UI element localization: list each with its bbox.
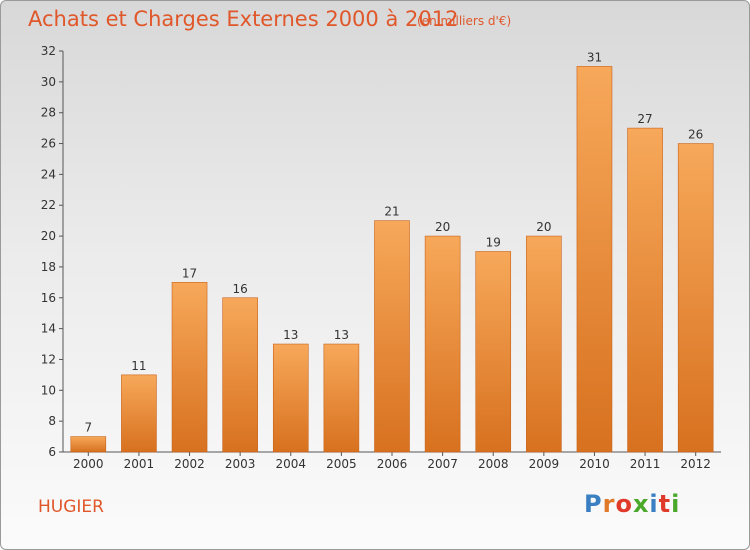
chart-title: Achats et Charges Externes 2000 à 2012 [28,7,459,31]
chart-bars: 7 11 17 16 13 13 21 20 19 20 31 27 26 [70,50,714,453]
data-label: 21 [384,205,399,219]
y-tick-label: 30 [41,75,56,89]
logo-letter: r [602,490,616,518]
y-tick-label: 10 [41,383,56,397]
x-tick-label: 2010 [579,457,610,471]
y-tick-label: 24 [41,167,56,181]
y-tick-label: 28 [41,106,56,120]
y-tick-label: 6 [48,445,56,459]
y-tick-label: 26 [41,137,56,151]
x-tick-label: 2005 [326,457,357,471]
bar-2008 [475,251,512,453]
logo-letter: x [632,490,650,518]
y-tick-label: 32 [41,44,56,58]
data-label: 11 [131,359,146,373]
bar-2006 [374,220,410,453]
x-tick-label: 2004 [275,457,306,471]
bar-2000 [70,436,107,453]
x-tick-label: 2003 [225,457,256,471]
x-tick-label: 2007 [427,457,458,471]
x-tick-label: 2006 [377,457,408,471]
data-label: 31 [587,50,602,64]
bar-2009 [526,235,562,453]
x-tick-label: 2012 [680,457,711,471]
bar-2011 [627,127,663,453]
bar-2004 [272,343,309,453]
logo-letter: i [649,490,659,518]
data-label: 13 [334,328,349,342]
logo-letter: o [615,490,633,518]
x-tick-label: 2009 [529,457,560,471]
y-tick-label: 12 [41,352,56,366]
bar-2012 [677,143,714,453]
logo-letter: i [671,490,681,518]
y-tick-label: 20 [41,229,56,243]
x-tick-label: 2002 [174,457,205,471]
proxiti-logo: Proxiti [584,490,680,518]
data-label: 19 [486,236,501,250]
data-label: 27 [637,112,652,126]
chart-axes: 6 8 10 12 14 16 18 20 22 24 26 28 30 32 2000 2001 2002 20… [41,44,721,471]
commune-name: HUGIER [38,497,104,517]
bar-2005 [323,343,360,453]
y-tick-label: 16 [41,291,56,305]
data-label: 7 [84,421,92,435]
chart-unit: (en milliers d'€) [417,14,512,28]
bar-2003 [222,297,258,453]
data-label: 20 [536,220,551,234]
data-label: 20 [435,220,450,234]
data-label: 17 [182,266,197,280]
y-tick-label: 14 [41,322,56,336]
data-label: 26 [688,128,703,142]
y-tick-label: 22 [41,198,56,212]
y-tick-label: 8 [48,414,56,428]
bar-2010 [576,66,613,453]
bar-2007 [424,235,461,453]
y-tick-label: 18 [41,260,56,274]
data-label: 16 [233,282,248,296]
x-tick-label: 2001 [124,457,155,471]
x-tick-label: 2000 [73,457,104,471]
bar-2001 [121,374,157,453]
x-tick-label: 2011 [630,457,661,471]
logo-letter: t [658,490,672,518]
data-label: 13 [283,328,298,342]
logo-letter: P [584,490,603,518]
x-tick-label: 2008 [478,457,509,471]
bar-2002 [171,282,208,453]
